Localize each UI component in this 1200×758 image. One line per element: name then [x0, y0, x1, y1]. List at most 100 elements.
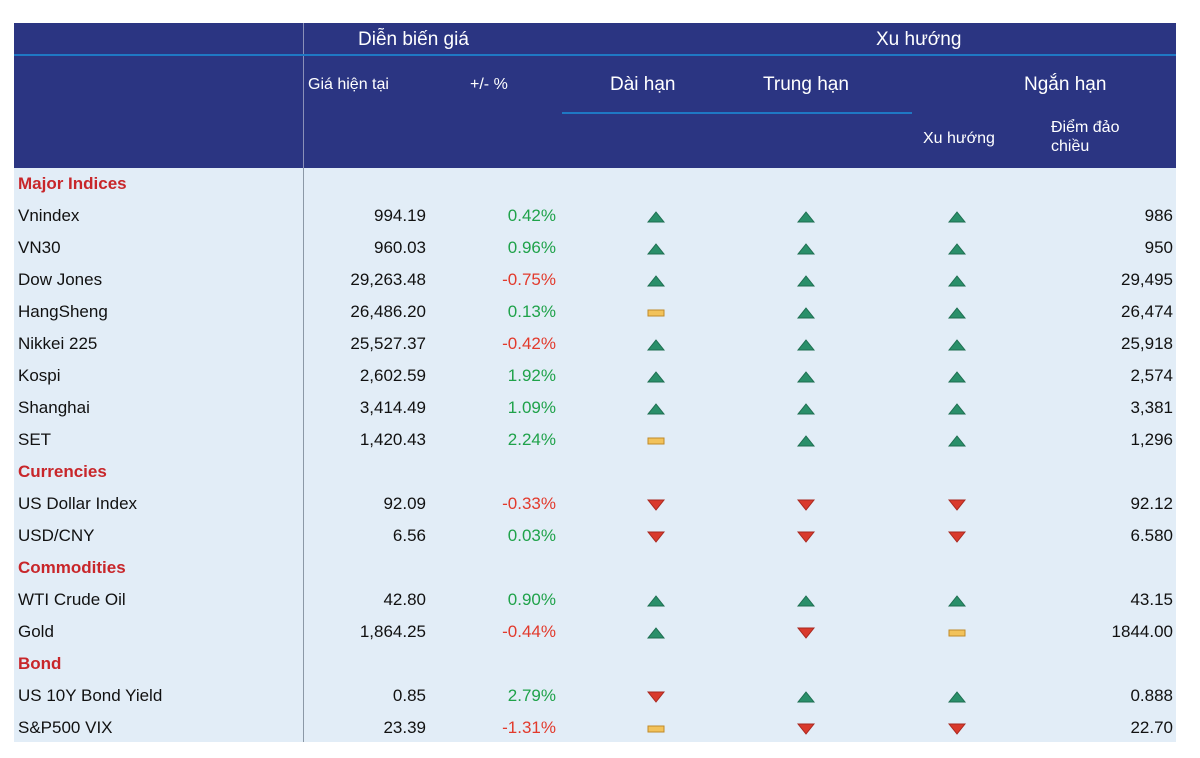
change-pct: 0.03% — [507, 526, 556, 545]
trend-up-icon — [947, 338, 967, 351]
trend-down-icon — [796, 722, 816, 735]
table-body: Major Indices Vnindex 994.19 0.42% 986 VN30 96… — [14, 168, 1176, 742]
trend-up-icon — [646, 370, 666, 383]
table-row: Nikkei 225 25,527.37 -0.42% 25,918 — [14, 328, 1176, 360]
current-price: 2,602.59 — [359, 366, 426, 385]
trend-neutral-icon — [647, 306, 665, 318]
section-row: Commodities — [14, 552, 1176, 584]
trend-up-icon — [796, 306, 816, 319]
trend-up-icon — [646, 242, 666, 255]
table-header: Diễn biến giá Xu hướng Giá hiện tại +/- … — [14, 23, 1176, 168]
trend-up-icon — [947, 402, 967, 415]
section-row: Currencies — [14, 456, 1176, 488]
trend-down-icon — [796, 498, 816, 511]
pivot-value: 43.15 — [1130, 590, 1173, 609]
current-price: 92.09 — [383, 494, 426, 513]
instrument-name: Dow Jones — [18, 270, 103, 289]
table-row: VN30 960.03 0.96% 950 — [14, 232, 1176, 264]
trend-down-icon — [646, 690, 666, 703]
trend-up-icon — [796, 370, 816, 383]
pivot-label-line1: Điểm đảo — [1051, 119, 1120, 136]
table-row: SET 1,420.43 2.24% 1,296 — [14, 424, 1176, 456]
current-price: 1,420.43 — [359, 430, 426, 449]
trend-neutral-icon — [647, 434, 665, 446]
instrument-name: Vnindex — [18, 206, 80, 225]
column-header-long-term: Dài hạn — [610, 74, 676, 95]
header-rule-trend — [562, 112, 912, 114]
trend-up-icon — [947, 306, 967, 319]
trend-neutral-icon — [647, 722, 665, 734]
trend-up-icon — [796, 402, 816, 415]
change-pct: 0.90% — [507, 590, 556, 609]
trend-up-icon — [947, 274, 967, 287]
table-row: Dow Jones 29,263.48 -0.75% 29,495 — [14, 264, 1176, 296]
trend-up-icon — [646, 210, 666, 223]
group-header-price: Diễn biến giá — [358, 29, 469, 50]
pivot-value: 1844.00 — [1111, 622, 1173, 641]
group-header-trend: Xu hướng — [876, 29, 962, 50]
section-title: Currencies — [18, 462, 107, 481]
trend-up-icon — [947, 210, 967, 223]
current-price: 42.80 — [383, 590, 426, 609]
trend-up-icon — [947, 242, 967, 255]
change-pct: -0.42% — [502, 334, 556, 353]
instrument-name: VN30 — [18, 238, 61, 257]
pivot-value: 25,918 — [1121, 334, 1173, 353]
section-title: Bond — [18, 654, 62, 673]
pivot-value: 2,574 — [1130, 366, 1173, 385]
change-pct: 1.09% — [507, 398, 556, 417]
column-header-pivot: Điểm đảo chiều — [1051, 118, 1119, 156]
table-row: US Dollar Index 92.09 -0.33% 92.12 — [14, 488, 1176, 520]
column-header-change-pct: +/- % — [470, 76, 508, 93]
change-pct: 0.96% — [507, 238, 556, 257]
pivot-value: 6.580 — [1130, 526, 1173, 545]
change-pct: 0.13% — [507, 302, 556, 321]
instrument-name: US 10Y Bond Yield — [18, 686, 163, 705]
column-header-current-price: Giá hiện tại — [308, 76, 389, 93]
trend-up-icon — [646, 338, 666, 351]
trend-up-icon — [796, 690, 816, 703]
instrument-name: S&P500 VIX — [18, 718, 113, 737]
trend-up-icon — [796, 338, 816, 351]
pivot-value: 950 — [1144, 238, 1173, 257]
table-row: Gold 1,864.25 -0.44% 1844.00 — [14, 616, 1176, 648]
column-header-short-trend: Xu hướng — [923, 130, 995, 147]
current-price: 23.39 — [383, 718, 426, 737]
current-price: 960.03 — [374, 238, 426, 257]
instrument-name: US Dollar Index — [18, 494, 138, 513]
column-header-mid-term: Trung hạn — [763, 74, 849, 95]
table-row: USD/CNY 6.56 0.03% 6.580 — [14, 520, 1176, 552]
table-row: US 10Y Bond Yield 0.85 2.79% 0.888 — [14, 680, 1176, 712]
section-row: Bond — [14, 648, 1176, 680]
current-price: 6.56 — [392, 526, 426, 545]
current-price: 26,486.20 — [350, 302, 426, 321]
trend-up-icon — [646, 402, 666, 415]
table-row: Shanghai 3,414.49 1.09% 3,381 — [14, 392, 1176, 424]
current-price: 994.19 — [374, 206, 426, 225]
trend-up-icon — [947, 434, 967, 447]
pivot-value: 22.70 — [1130, 718, 1173, 737]
current-price: 1,864.25 — [359, 622, 426, 641]
trend-up-icon — [796, 594, 816, 607]
change-pct: 2.24% — [507, 430, 556, 449]
trend-up-icon — [796, 210, 816, 223]
column-header-short-term: Ngắn hạn — [1024, 74, 1107, 95]
current-price: 0.85 — [392, 686, 426, 705]
change-pct: 2.79% — [507, 686, 556, 705]
pivot-label-line2: chiều — [1051, 138, 1090, 155]
change-pct: -0.75% — [502, 270, 556, 289]
change-pct: -0.44% — [502, 622, 556, 641]
change-pct: 1.92% — [507, 366, 556, 385]
section-row: Major Indices — [14, 168, 1176, 200]
instrument-name: WTI Crude Oil — [18, 590, 126, 609]
pivot-value: 26,474 — [1121, 302, 1173, 321]
trend-down-icon — [947, 530, 967, 543]
pivot-value: 29,495 — [1121, 270, 1173, 289]
trend-up-icon — [646, 626, 666, 639]
instrument-name: USD/CNY — [18, 526, 95, 545]
table-row: WTI Crude Oil 42.80 0.90% 43.15 — [14, 584, 1176, 616]
pivot-value: 0.888 — [1130, 686, 1173, 705]
header-divider — [303, 23, 304, 168]
trend-down-icon — [646, 530, 666, 543]
table-row: Vnindex 994.19 0.42% 986 — [14, 200, 1176, 232]
